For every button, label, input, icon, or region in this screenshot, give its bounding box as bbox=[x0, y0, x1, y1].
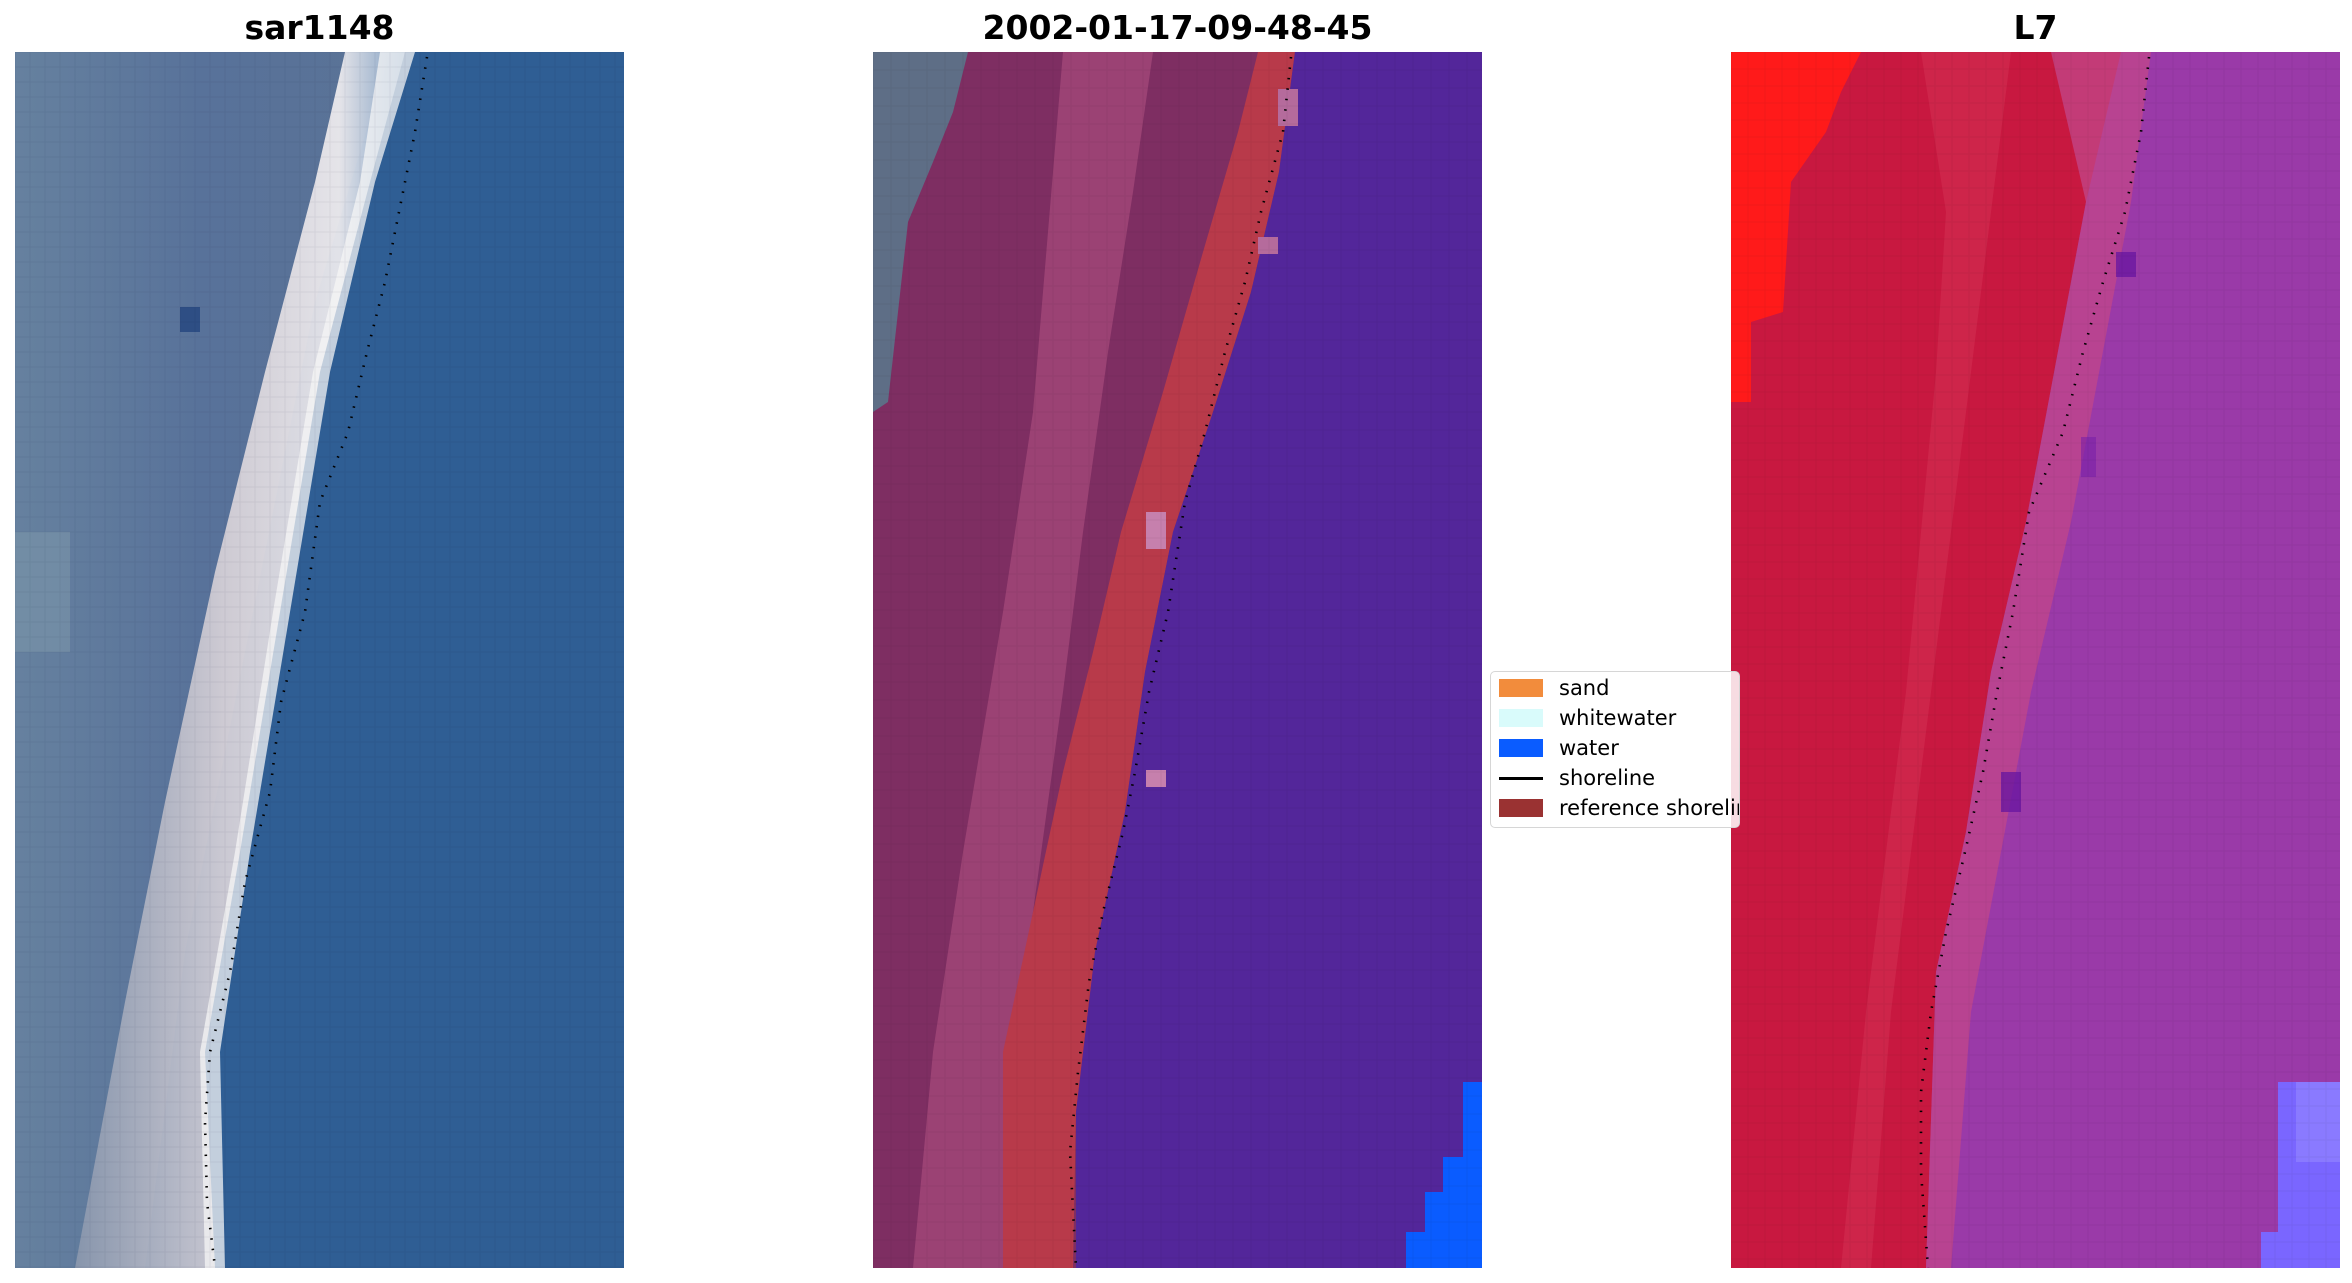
legend-label: sand bbox=[1559, 676, 1610, 700]
whitewater-swatch bbox=[1499, 709, 1543, 727]
legend-item-whitewater: whitewater bbox=[1499, 704, 1676, 732]
sand-swatch bbox=[1499, 679, 1543, 697]
legend-label: reference shoreline bbox=[1559, 796, 1739, 820]
legend-label: water bbox=[1559, 736, 1619, 760]
l7-image-panel bbox=[1731, 52, 2340, 1268]
shoreline-line-swatch bbox=[1499, 776, 1543, 780]
panel-title-date: 2002-01-17-09-48-45 bbox=[982, 8, 1373, 47]
legend: sand whitewater water shoreline referenc… bbox=[1490, 671, 1740, 828]
water-swatch bbox=[1499, 739, 1543, 757]
legend-item-reference-shoreline: reference shoreline bbox=[1499, 794, 1739, 822]
rgb-image bbox=[15, 52, 624, 1268]
reference-shoreline-swatch bbox=[1499, 799, 1543, 817]
legend-label: whitewater bbox=[1559, 706, 1677, 730]
legend-item-water: water bbox=[1499, 734, 1619, 762]
classified-image bbox=[873, 52, 1482, 1268]
classified-image-panel bbox=[873, 52, 1482, 1268]
panel-title-sar: sar1148 bbox=[244, 8, 395, 47]
panel-title-l7: L7 bbox=[2013, 8, 2058, 47]
legend-label: shoreline bbox=[1559, 766, 1656, 790]
rgb-image-panel bbox=[15, 52, 624, 1268]
legend-item-shoreline: shoreline bbox=[1499, 764, 1655, 792]
l7-image bbox=[1731, 52, 2340, 1268]
legend-item-sand: sand bbox=[1499, 674, 1609, 702]
